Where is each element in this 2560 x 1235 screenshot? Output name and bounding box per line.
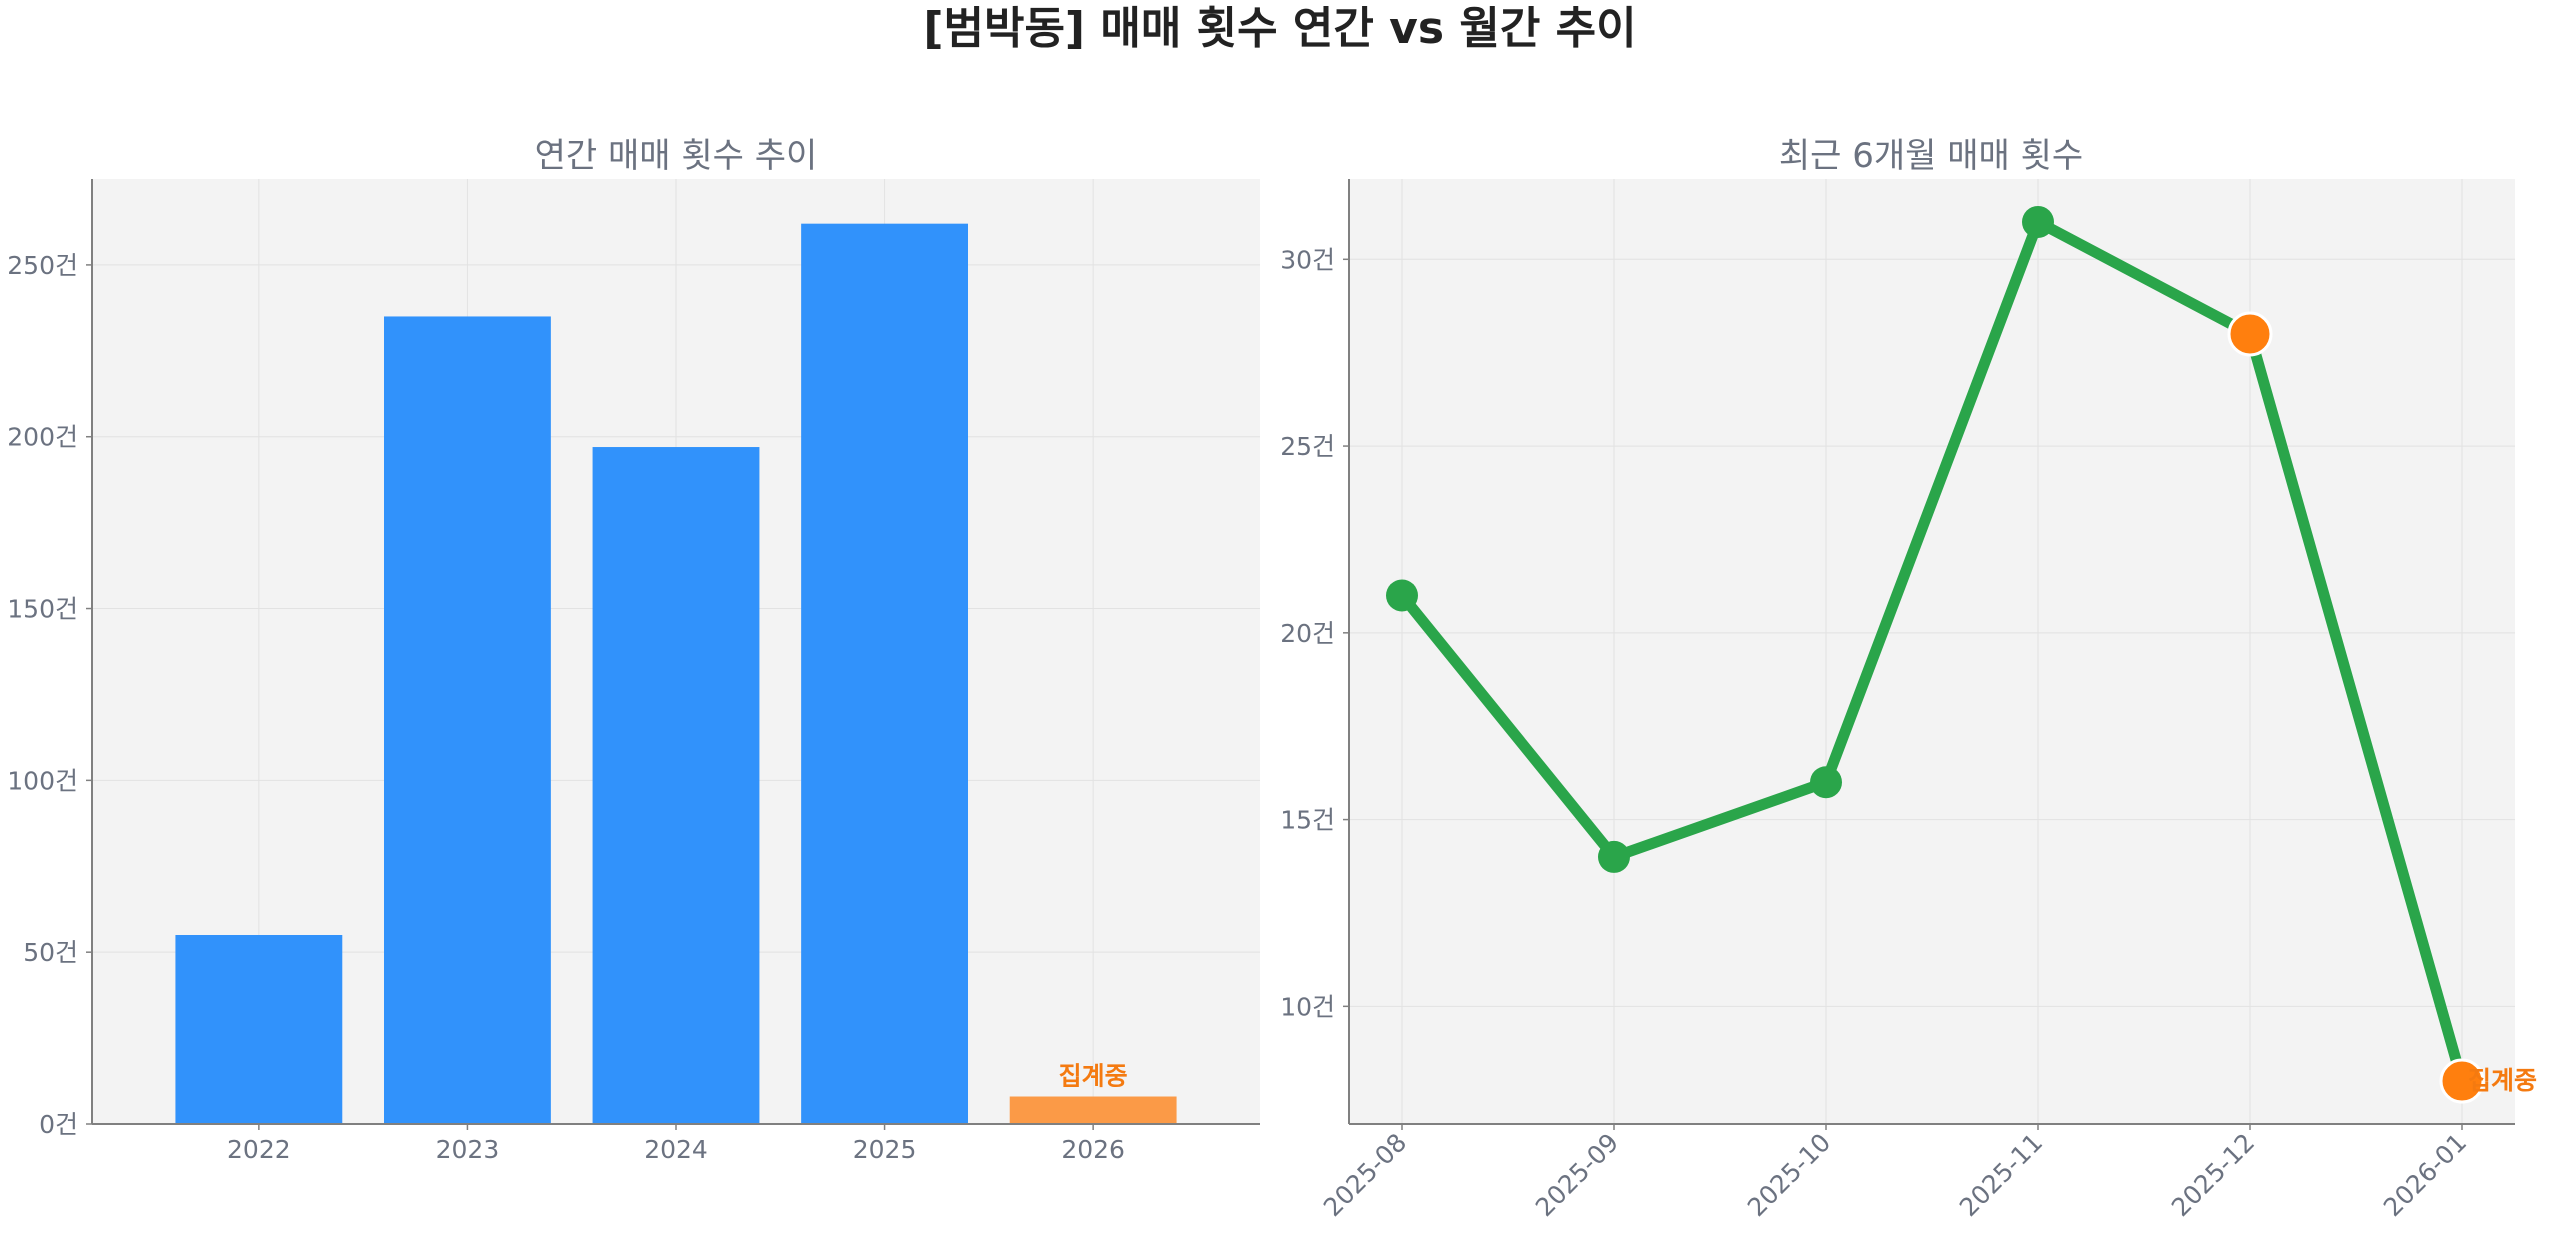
bar-2023: [384, 316, 551, 1124]
annual-xtick-label: 2023: [436, 1135, 500, 1164]
point-2025-08: [1386, 579, 1418, 612]
point-2025-10: [1810, 766, 1842, 799]
monthly-xtick-label: 2025-08: [1318, 1128, 1412, 1222]
monthly-line-chart: 최근 6개월 매매 횟수 10건 15건 20건 25건 30건 2025-08 2025-…: [1280, 136, 2537, 1222]
monthly-ytick-label: 10건: [1280, 992, 1335, 1021]
monthly-ytick-label: 20건: [1280, 619, 1335, 648]
monthly-xtick-label: 2026-01: [2378, 1128, 2472, 1222]
bar-2025: [801, 223, 968, 1124]
monthly-xtick-label: 2025-09: [1530, 1128, 1624, 1222]
monthly-gridlines: [1349, 179, 2515, 1124]
bar-2024: [592, 447, 760, 1124]
annual-ytick-label: 250건: [7, 251, 78, 280]
annual-xtick-label: 2025: [853, 1135, 917, 1164]
monthly-axes: [1348, 179, 2515, 1125]
annual-chart-title: 연간 매매 횟수 추이: [535, 136, 818, 176]
point-2025-12: [2227, 311, 2273, 357]
point-2025-09: [1598, 840, 1630, 873]
annual-xtick-label: 2026: [1061, 1135, 1125, 1164]
annual-ytick-label: 200건: [7, 423, 78, 452]
annual-ytick-label: 50건: [23, 938, 78, 967]
monthly-xtick-label: 2025-10: [1742, 1128, 1836, 1222]
monthly-partial-label: 집계중: [2468, 1066, 2537, 1095]
bar-2022: [175, 935, 343, 1124]
annual-bar-chart: 연간 매매 횟수 추이 0건 50건 100건 150건 200건 250건 2022 202…: [7, 136, 1260, 1164]
annual-tick-labels: 0건 50건 100건 150건 200건 250건 2022 2023 2024 2025 202…: [7, 251, 1125, 1164]
annual-xtick-label: 2024: [644, 1135, 708, 1164]
monthly-xtick-label: 2025-12: [2166, 1128, 2260, 1222]
monthly-line-series: [1386, 205, 2485, 1104]
annual-ytick-label: 100건: [7, 766, 78, 795]
monthly-plot-area: [1349, 179, 2515, 1124]
point-2025-11: [2022, 205, 2054, 238]
monthly-ytick-label: 15건: [1280, 806, 1335, 835]
monthly-ytick-label: 30건: [1280, 245, 1335, 274]
monthly-xtick-label: 2025-11: [1954, 1128, 2048, 1222]
monthly-chart-title: 최근 6개월 매매 횟수: [1779, 136, 2083, 176]
bar-2026: [1009, 1096, 1177, 1124]
annual-bars: [175, 223, 1177, 1124]
monthly-series-line: [1396, 216, 2468, 1087]
annual-xtick-label: 2022: [227, 1135, 291, 1164]
annual-partial-label: 집계중: [1059, 1062, 1128, 1091]
point-2026-01: [2439, 1058, 2485, 1104]
figure-title: [범박동] 매매 횟수 연간 vs 월간 추이: [923, 3, 1636, 54]
monthly-ytick-label: 25건: [1280, 432, 1335, 461]
annual-ytick-label: 0건: [39, 1110, 78, 1139]
annual-ytick-label: 150건: [7, 595, 78, 624]
